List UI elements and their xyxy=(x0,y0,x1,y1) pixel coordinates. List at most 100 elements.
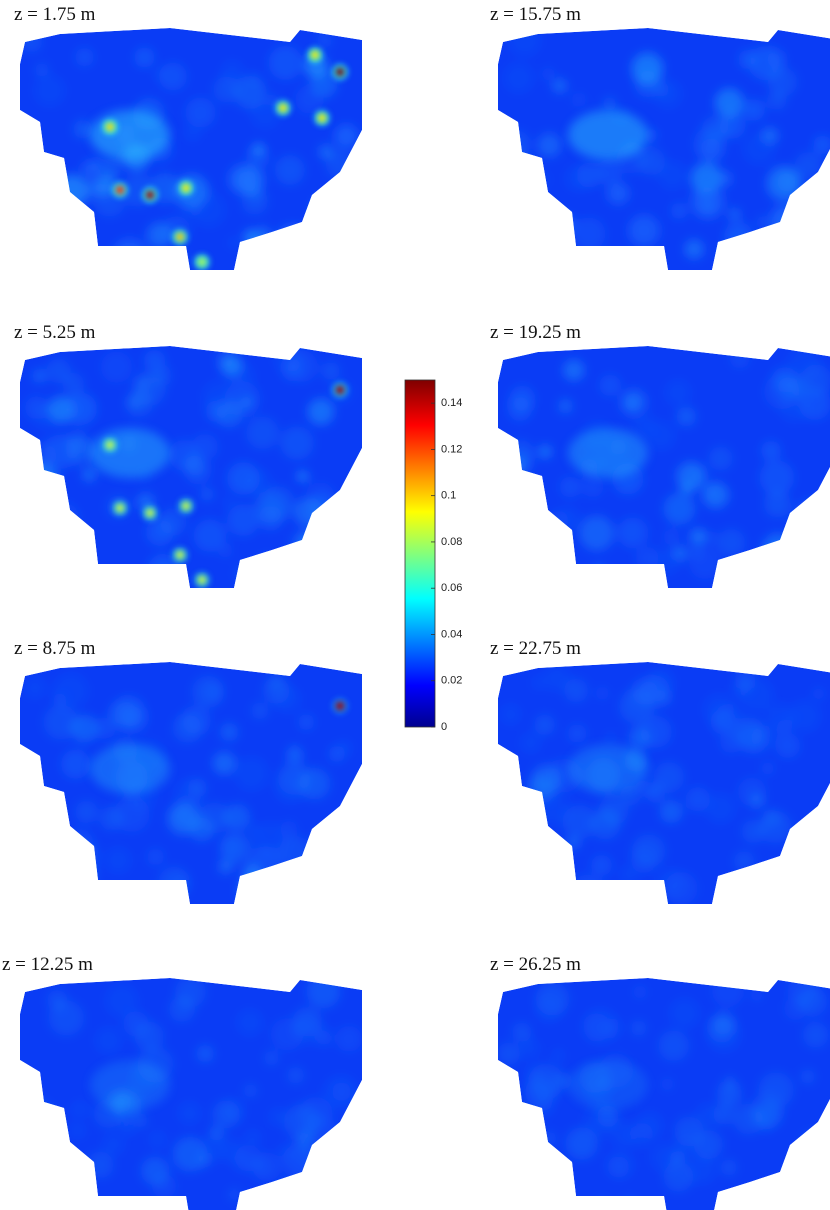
blob xyxy=(508,480,527,498)
blob xyxy=(111,238,148,270)
blob xyxy=(559,476,581,498)
blob xyxy=(227,236,241,250)
blob xyxy=(703,484,718,499)
heatmap xyxy=(20,346,362,588)
blob xyxy=(20,30,43,53)
blob xyxy=(599,374,621,397)
blob xyxy=(146,222,173,248)
blob xyxy=(759,1120,773,1133)
blob xyxy=(804,1178,830,1210)
blob xyxy=(531,764,562,796)
blob xyxy=(750,989,764,1002)
blob xyxy=(571,92,587,108)
heatmap xyxy=(498,978,830,1210)
panel-title: z = 1.75 m xyxy=(14,4,96,25)
blob xyxy=(583,1008,619,1044)
blob xyxy=(533,1097,554,1117)
blob xyxy=(607,1156,630,1178)
blob xyxy=(140,1156,170,1186)
blob xyxy=(798,986,828,1016)
blob xyxy=(305,482,335,512)
blob xyxy=(794,152,822,180)
blob xyxy=(564,678,588,703)
blob xyxy=(293,863,308,878)
blob xyxy=(552,78,568,94)
blob xyxy=(571,874,606,904)
blob xyxy=(775,733,801,759)
blob xyxy=(240,396,253,409)
blob xyxy=(632,413,656,437)
panel-title: z = 15.75 m xyxy=(490,4,581,25)
blob xyxy=(244,1129,261,1147)
blob xyxy=(313,1194,341,1210)
blob xyxy=(637,147,666,176)
blob xyxy=(34,62,49,77)
blob xyxy=(676,406,697,427)
blob xyxy=(787,347,821,380)
hotspot xyxy=(336,68,344,76)
blob xyxy=(310,195,341,227)
heatmap-panel xyxy=(20,346,362,588)
hotspot xyxy=(146,509,154,517)
hotspot xyxy=(146,191,154,199)
panel-title: z = 12.25 m xyxy=(2,954,93,975)
blob xyxy=(320,851,354,885)
blob xyxy=(733,850,755,872)
blob xyxy=(658,160,688,190)
blob xyxy=(332,1082,351,1102)
blob xyxy=(566,835,581,850)
blob xyxy=(714,703,746,735)
heatmap-panel xyxy=(20,28,362,270)
blob xyxy=(82,467,97,482)
glow xyxy=(568,110,648,160)
blob xyxy=(75,47,94,67)
blob xyxy=(541,67,555,81)
blob xyxy=(697,190,714,207)
blob xyxy=(664,379,692,406)
blob xyxy=(188,778,207,798)
blob xyxy=(222,495,236,509)
blob xyxy=(64,392,97,425)
blob xyxy=(123,1011,149,1037)
blob xyxy=(747,242,761,257)
blob xyxy=(94,717,116,739)
blob xyxy=(273,685,301,713)
hotspot xyxy=(198,258,206,266)
blob xyxy=(196,1044,215,1063)
blob xyxy=(236,1008,264,1036)
blob xyxy=(535,530,551,547)
blob xyxy=(785,1164,806,1185)
blob xyxy=(767,90,787,110)
heatmap-panel xyxy=(498,346,830,588)
hotspot xyxy=(106,123,114,131)
blob xyxy=(783,236,807,260)
blob xyxy=(278,1180,298,1200)
blob xyxy=(526,168,549,191)
blob xyxy=(204,683,222,701)
blob xyxy=(73,119,93,139)
blob xyxy=(698,138,724,164)
blob xyxy=(653,761,685,793)
blob xyxy=(300,534,323,557)
blob xyxy=(658,1030,690,1062)
blob xyxy=(674,1136,697,1159)
glow xyxy=(568,428,648,478)
glow xyxy=(568,1060,648,1110)
blob xyxy=(705,793,736,824)
blob xyxy=(298,713,315,731)
blob xyxy=(212,1100,240,1129)
blob xyxy=(235,1144,262,1172)
blob xyxy=(105,984,139,1018)
colorbar-tick-label: 0.1 xyxy=(441,490,456,502)
region xyxy=(498,28,830,270)
blob xyxy=(761,761,775,775)
blob xyxy=(324,202,352,231)
panel-title: z = 5.25 m xyxy=(14,322,96,343)
blob xyxy=(790,377,810,398)
blob xyxy=(800,1069,815,1084)
blob xyxy=(630,1020,647,1036)
blob xyxy=(149,1131,167,1149)
blob xyxy=(754,1198,769,1210)
glow xyxy=(90,110,170,160)
blob xyxy=(761,440,781,461)
